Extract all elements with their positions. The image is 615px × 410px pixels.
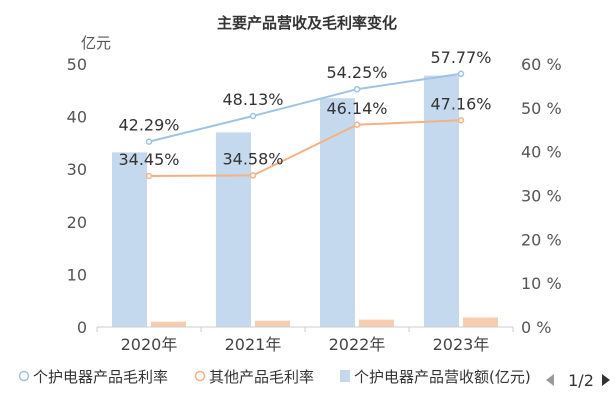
bars bbox=[112, 75, 498, 328]
data-label: 46.14% bbox=[326, 99, 387, 118]
line-personal-care-margin bbox=[148, 72, 462, 143]
y-left-tick: 10 bbox=[67, 265, 87, 284]
data-label: 34.58% bbox=[222, 149, 283, 168]
legend-line-marker bbox=[18, 370, 30, 382]
bar-personal-care-revenue bbox=[424, 75, 459, 328]
line-point bbox=[249, 172, 257, 179]
y-right-tick: 50 % bbox=[521, 99, 562, 118]
data-label: 34.45% bbox=[118, 150, 179, 169]
data-label: 47.16% bbox=[430, 94, 491, 113]
bar-other-revenue bbox=[463, 317, 498, 327]
legend-prev-icon[interactable] bbox=[546, 374, 554, 386]
legend-pager: 1/2 bbox=[568, 371, 594, 390]
y-right-tick: 60 % bbox=[521, 55, 562, 74]
legend: 个护电器产品毛利率 其他产品毛利率 个护电器产品营收额(亿元) 1/2 bbox=[18, 364, 615, 394]
legend-line-marker bbox=[194, 370, 206, 382]
y-left-tick: 40 bbox=[67, 108, 87, 127]
legend-label[interactable]: 个护电器产品毛利率 bbox=[33, 368, 168, 386]
line-point bbox=[249, 112, 257, 120]
y-right-tick: 30 % bbox=[521, 187, 562, 206]
chart-title: 主要产品营收及毛利率变化 bbox=[217, 14, 397, 32]
data-label: 57.77% bbox=[430, 48, 491, 67]
legend-label[interactable]: 其他产品毛利率 bbox=[209, 368, 314, 386]
legend-next-icon[interactable] bbox=[602, 374, 610, 386]
bar-personal-care-revenue bbox=[112, 152, 147, 327]
y-left-tick: 30 bbox=[67, 160, 87, 179]
x-tick-label: 2022年 bbox=[329, 335, 386, 354]
line-point bbox=[145, 138, 153, 145]
y-left-tick: 50 bbox=[67, 55, 87, 74]
data-labels: 42.29% 48.13% 54.25% 57.77% 34.45% 34.58% 46.1… bbox=[118, 48, 491, 169]
bar-personal-care-revenue bbox=[320, 98, 355, 327]
y-right-tick: 40 % bbox=[521, 143, 562, 162]
legend-bar-marker bbox=[340, 370, 350, 382]
line-point bbox=[353, 121, 361, 129]
line-point bbox=[457, 70, 465, 78]
axes: 0 10 20 30 40 50 0 % 10 % 20 % 30 % 40 % 50 % 60 % 20… bbox=[67, 55, 562, 354]
bar-other-revenue bbox=[255, 320, 290, 327]
legend-label[interactable]: 个护电器产品营收额(亿元) bbox=[354, 368, 531, 386]
y-right-tick: 0 % bbox=[521, 318, 551, 337]
lines bbox=[145, 70, 465, 180]
bar-personal-care-revenue bbox=[216, 132, 251, 327]
data-label: 42.29% bbox=[118, 116, 179, 135]
y-axis-unit: 亿元 bbox=[81, 34, 111, 52]
y-left-tick: 20 bbox=[67, 213, 87, 232]
data-label: 48.13% bbox=[222, 90, 283, 109]
line-point bbox=[145, 172, 153, 180]
bar-other-revenue bbox=[151, 321, 186, 327]
y-right-tick: 20 % bbox=[521, 230, 562, 249]
y-right-tick: 10 % bbox=[521, 274, 562, 293]
x-tick-label: 2023年 bbox=[433, 335, 490, 354]
x-tick-label: 2021年 bbox=[225, 335, 282, 354]
bar-other-revenue bbox=[359, 319, 394, 327]
x-tick-label: 2020年 bbox=[121, 335, 178, 354]
line-point bbox=[353, 85, 361, 93]
y-left-tick: 0 bbox=[77, 318, 87, 337]
data-label: 54.25% bbox=[326, 63, 387, 82]
line-point bbox=[457, 117, 465, 124]
line-other-margin bbox=[148, 119, 462, 177]
